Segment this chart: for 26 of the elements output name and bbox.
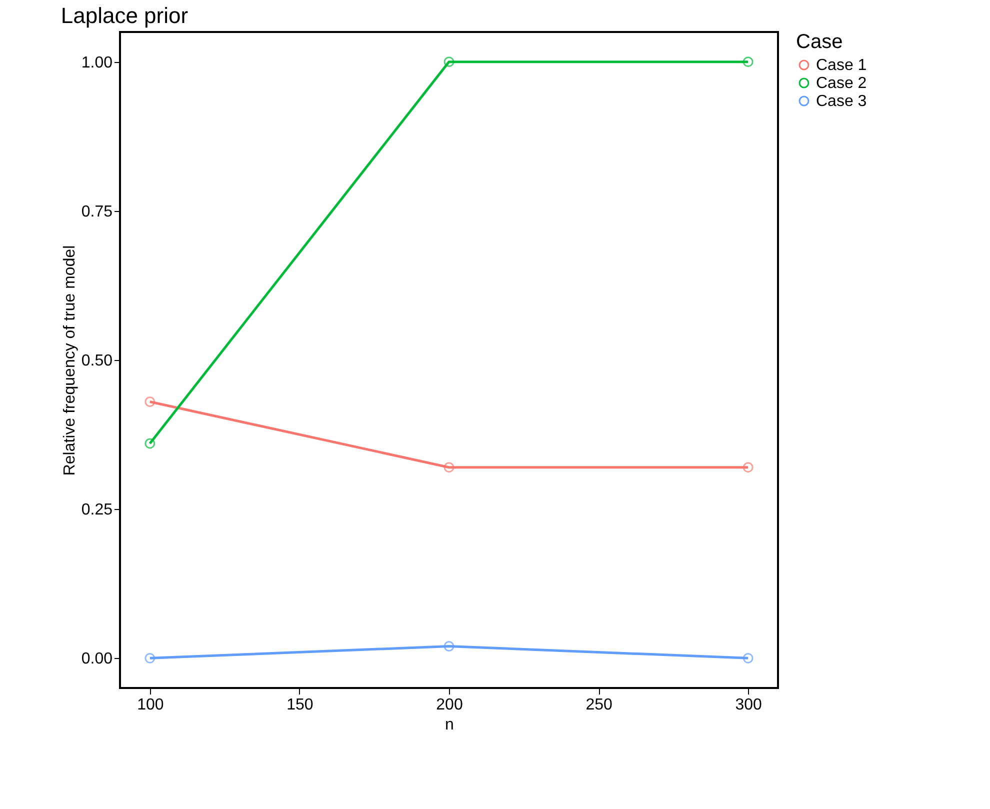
y-tick-label: 1.00 xyxy=(81,54,113,72)
point xyxy=(144,652,156,664)
x-tick-label: 200 xyxy=(436,696,463,714)
point xyxy=(742,462,754,473)
legend-label: Case 1 xyxy=(816,57,867,74)
point xyxy=(444,641,454,652)
y-tick-label: 0.25 xyxy=(81,502,113,519)
point xyxy=(144,438,156,449)
point xyxy=(742,56,754,68)
point xyxy=(742,652,754,664)
x-tick-label: 250 xyxy=(586,696,612,714)
y-axis-title: Relative frequency of true model xyxy=(61,245,78,476)
point xyxy=(444,462,454,473)
x-tick-label: 150 xyxy=(286,696,314,714)
legend-label: Case 2 xyxy=(816,75,867,92)
chart-title: Laplace prior xyxy=(60,3,188,28)
point xyxy=(144,396,156,407)
x-tick-label: 300 xyxy=(735,696,762,714)
legend-label: Case 3 xyxy=(816,93,867,110)
legend-title: Case xyxy=(796,31,843,53)
x-tick-label: 100 xyxy=(137,696,164,714)
x-axis-title: n xyxy=(445,716,454,734)
y-tick-label: 0.50 xyxy=(81,352,113,370)
y-tick-label: 0.75 xyxy=(81,203,113,220)
y-tick-label: 0.00 xyxy=(81,650,113,668)
point xyxy=(444,56,454,68)
